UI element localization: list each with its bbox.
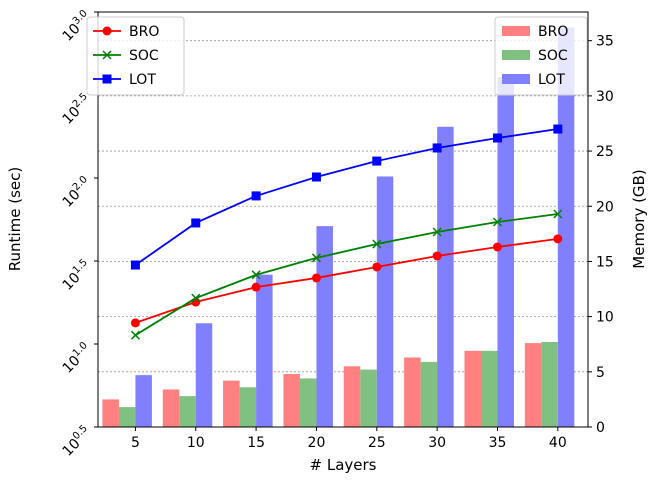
bar-bro [283,374,300,427]
point-lot [553,124,563,134]
right-tick-label: 0 [596,420,605,436]
bar-soc [480,350,498,427]
x-axis-ticks: 5 10 15 20 25 30 35 40 [131,427,567,451]
point-bro [553,234,563,244]
line-lot [134,128,558,266]
legend-marker-soc [102,50,112,60]
point-bro [492,242,502,252]
bar-soc [420,361,438,427]
left-axis-label: Runtime (sec) [6,167,24,271]
x-tick-label: 25 [368,435,386,451]
x-tick-label: 30 [428,435,446,451]
legend-swatch-soc [502,50,530,60]
point-bro [130,318,140,328]
point-bro [311,273,321,283]
bar-soc [360,369,377,427]
bar-lot [497,77,514,427]
left-tick-label: 101.5 [58,257,95,294]
legend-marker-bro [102,26,112,36]
legend-label: LOT [538,72,565,88]
left-tick-label: 100.5 [58,423,95,460]
legend-marker-lot [102,74,112,84]
point-soc [553,209,563,219]
point-lot [372,156,382,166]
lines [130,124,563,340]
plot-frame [97,11,589,428]
point-soc [251,270,261,280]
legend-label: SOC [129,48,159,64]
bar-soc [118,407,136,427]
bar-soc [299,378,317,427]
right-axis-ticks: 0 5 10 15 20 25 30 35 [588,34,614,436]
bar-soc [179,396,196,427]
x-tick-label: 20 [308,435,326,451]
right-tick-label: 10 [596,310,614,326]
point-soc [191,293,201,303]
point-lot [492,133,502,143]
right-tick-label: 15 [596,254,614,270]
right-tick-label: 5 [596,365,605,381]
right-tick-label: 25 [596,144,614,160]
x-axis-label: # Layers [310,456,377,474]
bar-lot [437,126,454,427]
right-tick-label: 35 [596,34,614,50]
point-lot [311,172,321,182]
left-tick-label: 102.0 [58,174,95,211]
point-lot [432,143,442,153]
x-tick-label: 35 [489,435,507,451]
bar-lot [195,323,213,427]
bar-bro [223,380,240,427]
bar-lot [376,176,394,427]
left-tick-label: 102.5 [58,91,95,128]
bar-bro [404,357,421,427]
point-bro [251,282,261,292]
bar-soc [541,342,558,427]
bar-lot [256,274,273,427]
legend-label: SOC [538,48,568,64]
bar-lot [135,375,152,427]
point-lot [130,260,140,270]
point-bro [432,251,442,261]
bar-bro [102,399,119,427]
legend-swatch-lot [502,74,530,84]
bar-bro [464,350,481,427]
x-tick-label: 40 [549,435,567,451]
right-tick-label: 30 [596,89,614,105]
bars [102,27,575,428]
point-soc [372,239,382,249]
right-tick-label: 20 [596,199,614,215]
left-tick-label: 101.0 [58,340,95,377]
bar-bro [524,343,542,427]
legend-swatch-bro [502,26,530,36]
bar-bro [343,366,361,427]
point-lot [251,191,261,201]
x-tick-label: 15 [247,435,265,451]
legend-label: BRO [538,24,568,40]
line-legend: BRO SOC LOT [86,16,185,96]
point-soc [130,330,140,340]
legend-label: BRO [129,24,159,40]
point-bro [372,262,382,272]
x-tick-label: 10 [187,435,205,451]
bar-legend: BRO SOC LOT [494,16,588,96]
bar-soc [239,387,257,427]
point-soc [492,217,503,227]
point-lot [191,218,201,228]
point-soc [311,253,321,263]
line-soc [134,213,558,336]
x-tick-label: 5 [131,435,140,451]
legend-label: LOT [129,72,156,88]
bar-bro [162,389,180,427]
line-bro [135,237,558,324]
point-soc [432,227,442,237]
right-axis-label: Memory (GB) [630,169,648,268]
